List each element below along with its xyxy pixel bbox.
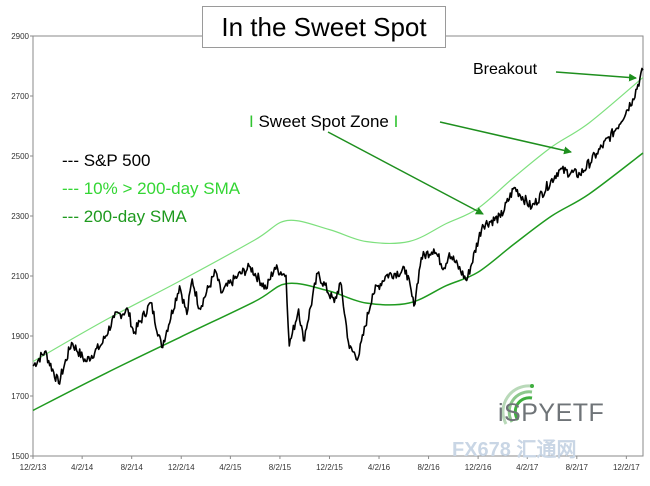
series-line-sp500 [32,67,644,385]
breakout-arrow [555,71,637,82]
y-tick-label: 2700 [11,92,29,101]
x-tick-label: 12/2/15 [316,463,343,472]
series-line-200day-sma [32,152,644,412]
zone-label: Sweet Spot Zone [258,112,389,131]
chart-title: In the Sweet Spot [202,6,446,48]
logo-text: iSPYETF [498,399,605,427]
legend-item-sp500: --- S&P 500 [62,151,151,170]
legend-item-200day-sma: --- 200-day SMA [62,207,187,226]
watermark: FX678 汇通网 [452,439,577,461]
legend-item-10pct-above-sma: --- 10% > 200-day SMA [62,179,241,198]
x-tick-label: 12/2/17 [613,463,640,472]
x-tick-label: 4/2/15 [219,463,242,472]
radar-swoosh-icon [501,384,534,425]
legend: --- S&P 500 --- 10% > 200-day SMA --- 20… [62,147,240,231]
annotation-arrows [327,71,637,215]
y-tick-label: 2500 [11,152,29,161]
series-line-10pct-above-sma [32,76,644,363]
y-tick-label: 2100 [11,272,29,281]
x-tick-label: 8/2/16 [417,463,440,472]
y-tick-label: 1500 [11,452,29,461]
y-tick-label: 1700 [11,392,29,401]
x-tick-label: 4/2/14 [71,463,94,472]
x-tick-label: 12/2/16 [465,463,492,472]
x-tick-label: 4/2/16 [368,463,391,472]
breakout-annotation: Breakout [473,61,538,78]
zone-arrow-right [439,121,572,155]
zone-arrow-left [327,131,484,215]
y-tick-label: 2300 [11,212,29,221]
x-axis: 12/2/13 4/2/14 8/2/14 12/2/14 4/2/15 8/2/15 12… [20,456,640,472]
series-layer [32,67,644,412]
zone-bar-right: I [393,112,399,131]
sweet-spot-zone-annotation: I Sweet Spot Zone I [249,112,398,132]
x-tick-label: 8/2/17 [566,463,589,472]
x-tick-label: 8/2/15 [269,463,292,472]
y-axis: 1500 1700 1900 2100 2300 2500 2700 2900 [11,32,33,461]
x-tick-label: 8/2/14 [121,463,144,472]
x-tick-label: 12/2/14 [168,463,195,472]
y-tick-label: 1900 [11,332,29,341]
zone-bar-left: I [249,112,254,131]
x-tick-label: 4/2/17 [516,463,539,472]
x-tick-label: 12/2/13 [20,463,47,472]
y-tick-label: 2900 [11,32,29,41]
